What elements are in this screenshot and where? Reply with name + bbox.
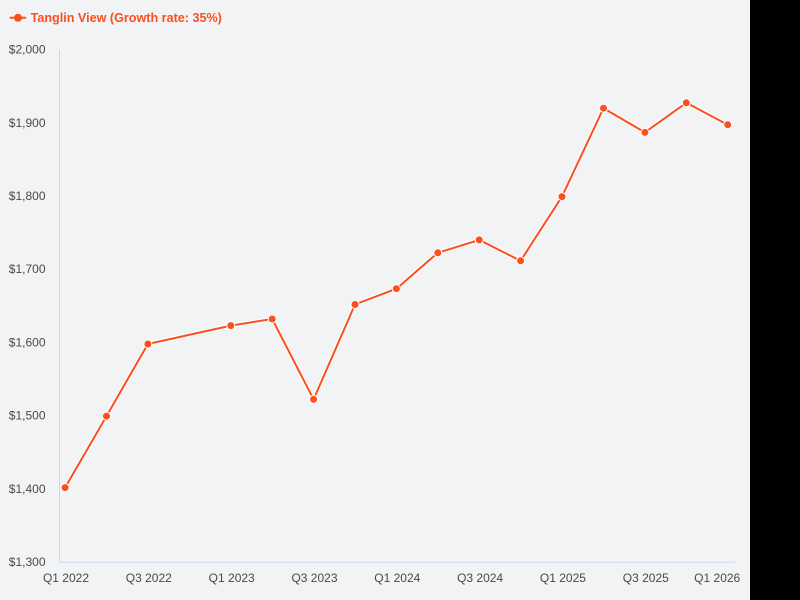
svg-text:Tanglin View (Growth rate: 35%: Tanglin View (Growth rate: 35%) [31,11,222,25]
svg-text:Q3 2024: Q3 2024 [457,571,503,585]
svg-text:$1,900: $1,900 [9,116,46,130]
svg-text:$1,700: $1,700 [9,262,46,276]
svg-text:Q3 2023: Q3 2023 [291,571,337,585]
svg-text:Q1 2022: Q1 2022 [43,571,89,585]
svg-text:$1,500: $1,500 [9,409,46,423]
svg-text:Q1 2026: Q1 2026 [694,571,740,585]
svg-text:Q3 2022: Q3 2022 [126,571,172,585]
svg-text:$1,400: $1,400 [9,482,46,496]
svg-text:Q1 2025: Q1 2025 [540,571,586,585]
svg-text:Q3 2025: Q3 2025 [623,571,669,585]
svg-text:Q1 2024: Q1 2024 [374,571,420,585]
svg-text:$1,600: $1,600 [9,335,46,349]
svg-text:Q1 2023: Q1 2023 [209,571,255,585]
svg-text:$1,300: $1,300 [9,555,46,569]
svg-text:$2,000: $2,000 [9,43,46,57]
svg-text:$1,800: $1,800 [9,189,46,203]
